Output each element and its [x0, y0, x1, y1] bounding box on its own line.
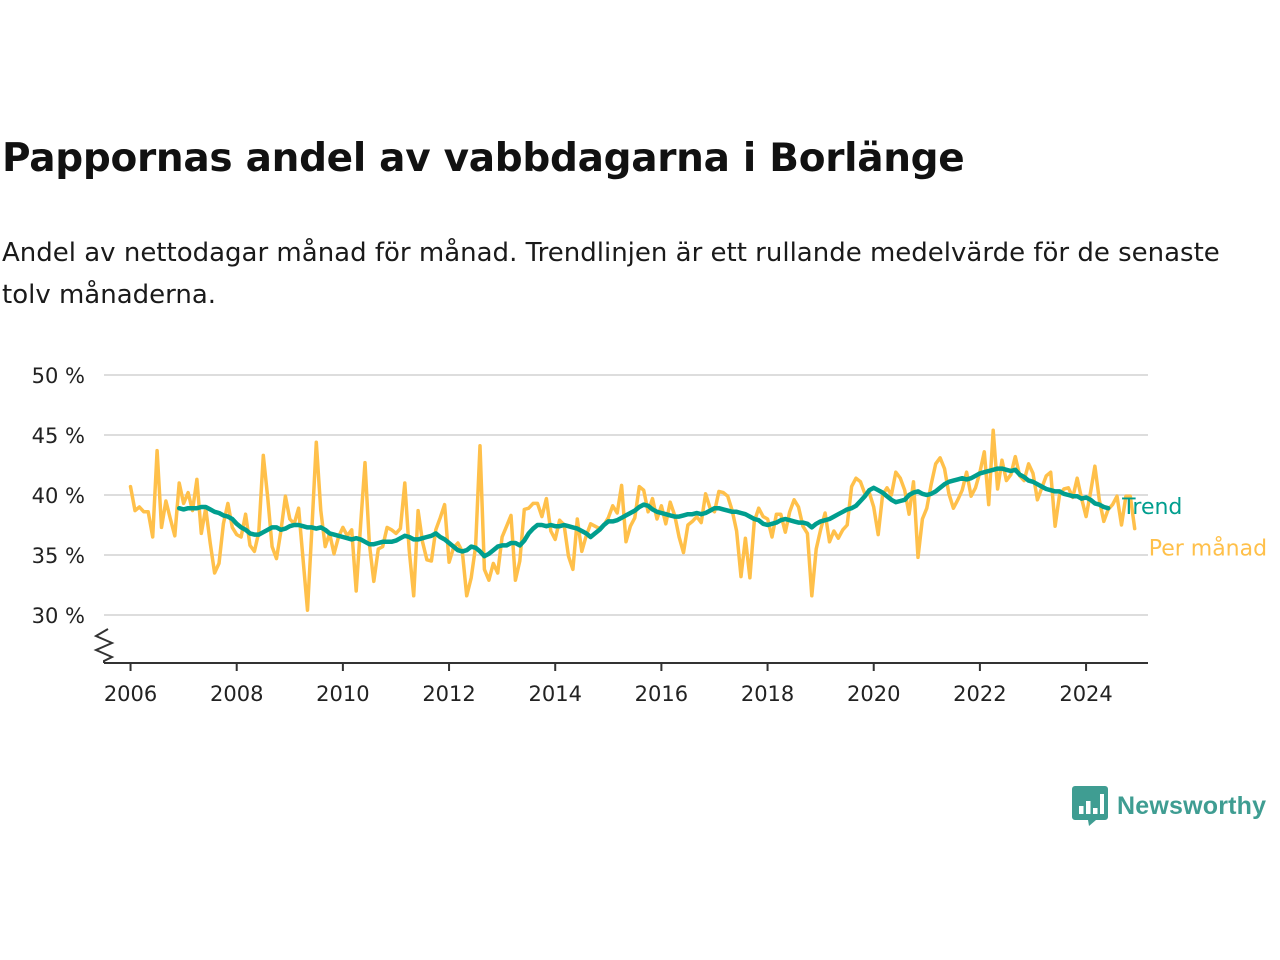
x-tick-label-2014: 2014 — [528, 682, 581, 706]
x-tick-label-2024: 2024 — [1059, 682, 1112, 706]
y-tick-label-45: 45 % — [32, 424, 85, 448]
brand-logo: Newsworthy — [1072, 784, 1266, 828]
x-tick-label-2020: 2020 — [847, 682, 900, 706]
brand-name: Newsworthy — [1117, 791, 1267, 820]
series-lines — [128, 428, 1137, 612]
x-tick-label-2012: 2012 — [422, 682, 475, 706]
series-line-trend — [176, 466, 1111, 559]
x-tick-label-2018: 2018 — [741, 682, 794, 706]
x-tick-label-2022: 2022 — [953, 682, 1006, 706]
x-tick-label-2016: 2016 — [635, 682, 688, 706]
x-axis: 2006 2008 2010 2012 2014 2016 2018 2020 2022 2024 — [93, 628, 1148, 706]
y-tick-label-40: 40 % — [32, 484, 85, 508]
y-tick-label-50: 50 % — [32, 364, 85, 388]
chart-title: Pappornas andel av vabbdagarna i Borläng… — [2, 136, 965, 181]
end-label-per-månad: Per månad — [1149, 536, 1267, 562]
y-tick-label-30: 30 % — [32, 604, 85, 628]
x-tick-label-2006: 2006 — [104, 682, 157, 706]
x-tick-label-2010: 2010 — [316, 682, 369, 706]
x-tick-label-2008: 2008 — [210, 682, 263, 706]
bar-chart-icon — [1072, 786, 1108, 826]
axis-break-icon — [93, 628, 115, 663]
end-label-trend: Trend — [1121, 495, 1182, 520]
series-end-labels: Trend Per månad — [1121, 495, 1267, 561]
y-axis-tick-labels: 30 % 35 % 40 % 45 % 50 % — [32, 364, 85, 628]
series-line-per-månad — [128, 428, 1137, 612]
chart-subtitle: Andel av nettodagar månad för månad. Tre… — [2, 238, 1220, 310]
y-tick-label-35: 35 % — [32, 544, 85, 568]
